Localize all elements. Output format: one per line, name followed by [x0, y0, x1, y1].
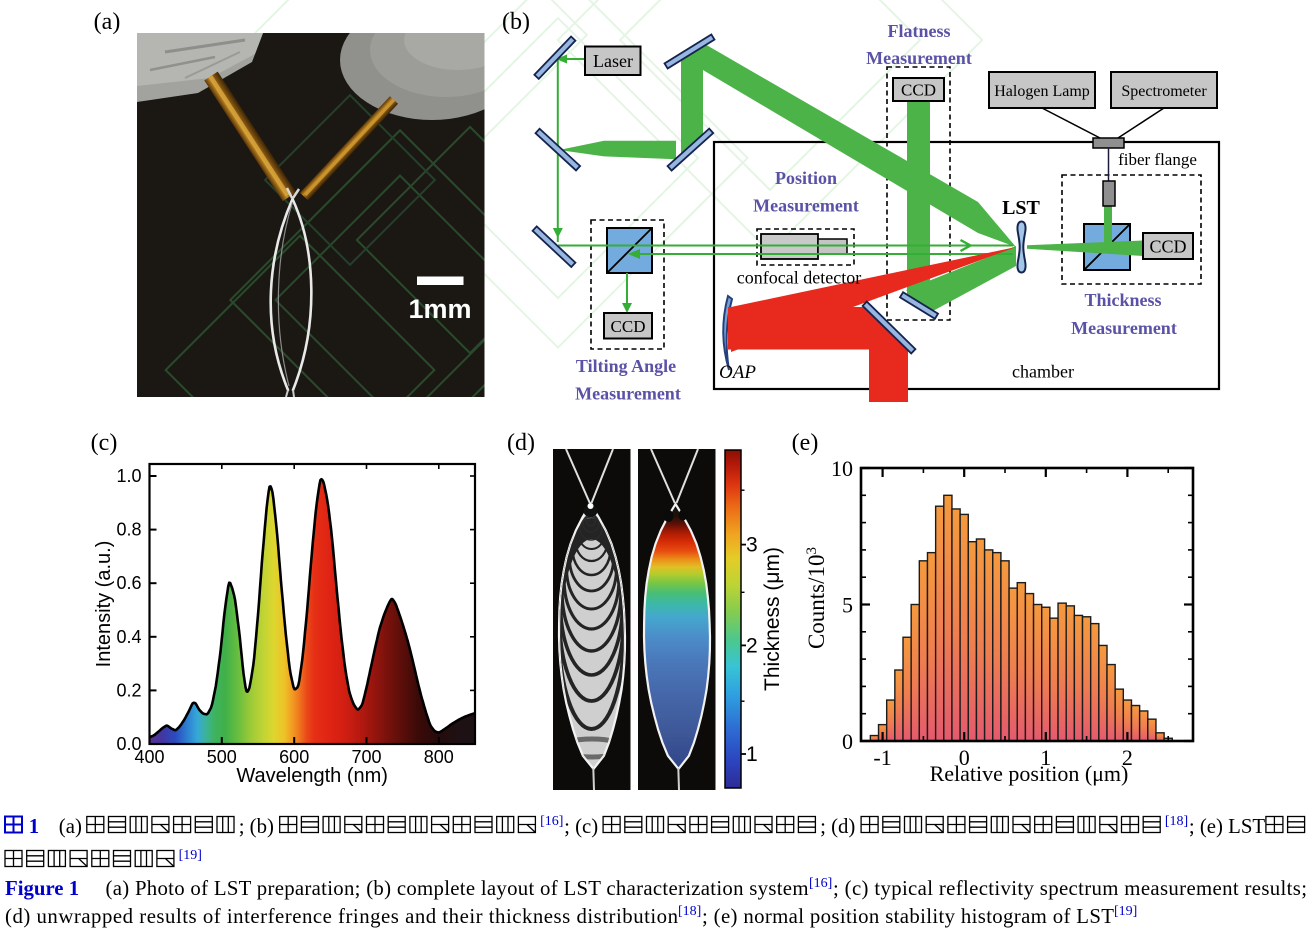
- svg-text:confocal detector: confocal detector: [737, 268, 861, 288]
- svg-text:Thickness: Thickness: [1084, 290, 1161, 310]
- svg-text:; (e) LST: ; (e) LST: [1189, 815, 1266, 838]
- svg-text:(d): (d): [507, 430, 535, 456]
- svg-text:OAP: OAP: [719, 362, 756, 383]
- svg-text:; (e) normal position stabilit: ; (e) normal position stability histogra…: [702, 905, 1114, 928]
- svg-text:Halogen Lamp: Halogen Lamp: [994, 83, 1090, 100]
- svg-text:0.4: 0.4: [116, 627, 141, 647]
- svg-text:chamber: chamber: [1012, 362, 1074, 382]
- svg-text:(d) unwrapped results of inter: (d) unwrapped results of interference fr…: [5, 905, 679, 928]
- svg-text:(e): (e): [792, 430, 819, 456]
- svg-text:800: 800: [424, 747, 454, 767]
- svg-text:Tilting Angle: Tilting Angle: [576, 356, 676, 376]
- svg-text:; (d): ; (d): [820, 815, 860, 838]
- svg-text:1: 1: [746, 743, 758, 766]
- svg-text:Intensity (a.u.): Intensity (a.u.): [93, 541, 115, 668]
- svg-text:(b): (b): [502, 9, 530, 35]
- svg-text:Relative position (μm): Relative position (μm): [930, 761, 1129, 786]
- svg-text:3: 3: [746, 534, 758, 557]
- svg-text:; (c) typical reflectivity spe: ; (c) typical reflectivity spectrum meas…: [833, 877, 1307, 900]
- svg-text:Measurement: Measurement: [575, 384, 681, 404]
- svg-text:2: 2: [746, 634, 758, 657]
- svg-text:400: 400: [134, 747, 164, 767]
- svg-text:Wavelength (nm): Wavelength (nm): [236, 765, 388, 787]
- svg-text:Measurement: Measurement: [866, 48, 972, 68]
- svg-text:500: 500: [207, 747, 237, 767]
- svg-text:5: 5: [842, 593, 853, 618]
- svg-text:1: 1: [1040, 745, 1051, 770]
- svg-text:(c): (c): [91, 430, 118, 456]
- svg-text:10: 10: [831, 456, 853, 481]
- svg-text:0: 0: [959, 745, 970, 770]
- svg-text:Measurement: Measurement: [1071, 318, 1177, 338]
- svg-text:Flatness: Flatness: [888, 21, 951, 41]
- svg-text:600: 600: [279, 747, 309, 767]
- svg-text:Position: Position: [775, 168, 837, 188]
- svg-text:Counts/103: Counts/103: [804, 547, 829, 649]
- svg-text:CCD: CCD: [901, 81, 936, 100]
- svg-text:0.6: 0.6: [116, 573, 141, 593]
- svg-text:1.0: 1.0: [116, 466, 141, 486]
- svg-text:(a) Photo of LST preparation;: (a) Photo of LST preparation; (b) comple…: [106, 877, 809, 900]
- svg-text:2: 2: [1122, 745, 1133, 770]
- svg-text:1: 1: [29, 815, 39, 838]
- svg-text:Measurement: Measurement: [753, 196, 859, 216]
- svg-text:CCD: CCD: [1149, 237, 1186, 257]
- svg-text:CCD: CCD: [611, 317, 646, 336]
- svg-text:[18]: [18]: [678, 904, 701, 919]
- svg-text:0: 0: [842, 729, 853, 754]
- svg-text:-1: -1: [873, 745, 891, 770]
- svg-text:1mm: 1mm: [408, 294, 471, 324]
- svg-text:[18]: [18]: [1165, 814, 1188, 829]
- svg-text:[19]: [19]: [179, 848, 202, 863]
- svg-text:; (c): ; (c): [564, 815, 603, 838]
- svg-text:Figure 1: Figure 1: [5, 877, 79, 900]
- svg-text:(a): (a): [94, 9, 121, 35]
- svg-text:fiber flange: fiber flange: [1118, 150, 1197, 169]
- svg-text:LST: LST: [1002, 197, 1040, 219]
- svg-text:[19]: [19]: [1114, 904, 1137, 919]
- svg-text:Thickness (μm): Thickness (μm): [761, 547, 784, 691]
- svg-text:[16]: [16]: [809, 876, 832, 891]
- svg-text:[16]: [16]: [540, 814, 563, 829]
- svg-text:700: 700: [351, 747, 381, 767]
- svg-text:Laser: Laser: [593, 51, 633, 71]
- svg-text:0.0: 0.0: [116, 734, 141, 754]
- svg-text:0.2: 0.2: [116, 680, 141, 700]
- svg-text:(a): (a): [59, 815, 87, 838]
- svg-text:Spectrometer: Spectrometer: [1121, 83, 1207, 100]
- svg-text:; (b): ; (b): [239, 815, 279, 838]
- svg-text:0.8: 0.8: [116, 520, 141, 540]
